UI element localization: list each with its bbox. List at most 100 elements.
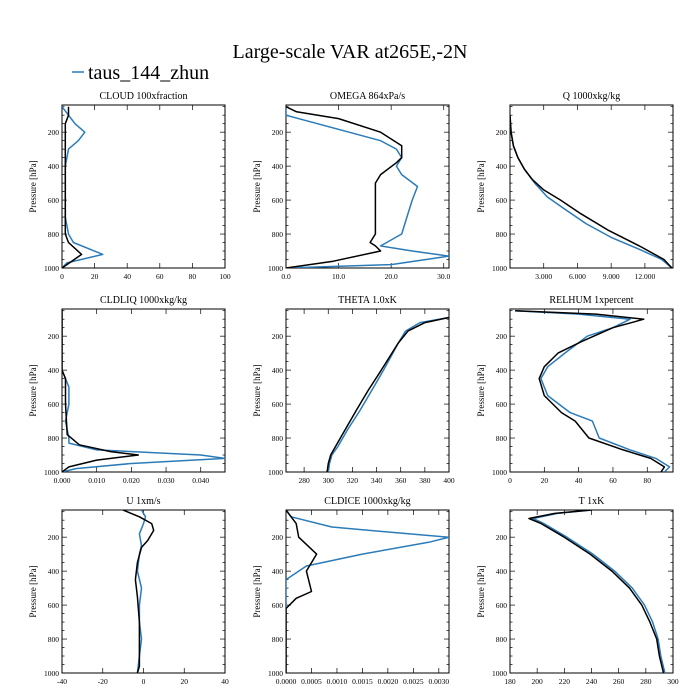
- series-line: [136, 510, 147, 673]
- x-tick-label: 280: [640, 677, 652, 686]
- plot-frame: [61, 509, 226, 674]
- panel: OMEGA 864xPa/s Pressure [hPa] 200 400 600 800…: [252, 91, 451, 281]
- y-tick-label: 600: [496, 196, 508, 205]
- panel-title: CLOUD 100xfraction: [99, 91, 187, 102]
- panel-title: CLDLIQ 1000xkg/kg: [100, 295, 187, 306]
- x-tick-label: 60: [609, 476, 617, 485]
- y-tick-label: 400: [48, 567, 60, 576]
- series-line: [515, 309, 671, 472]
- x-tick-label: 0: [142, 677, 146, 686]
- y-tick-label: 600: [48, 196, 60, 205]
- panel: THETA 1.0xK Pressure [hPa] 200 400 600 800 100…: [252, 295, 455, 485]
- series-line: [62, 106, 83, 268]
- x-tick-label: 300: [667, 677, 679, 686]
- y-tick-label: 200: [272, 332, 284, 341]
- y-tick-label: 800: [272, 434, 284, 443]
- plot-frame: [61, 308, 226, 473]
- x-tick-label: 0.000: [54, 476, 71, 485]
- y-tick-label: 800: [48, 230, 60, 239]
- y-tick-label: 400: [496, 162, 508, 171]
- x-tick-label: 9.000: [603, 272, 620, 281]
- y-tick-label: 200: [272, 533, 284, 542]
- x-tick-label: 20: [541, 476, 549, 485]
- x-tick-label: 200: [532, 677, 544, 686]
- x-tick-label: 280: [298, 476, 310, 485]
- x-tick-label: 400: [443, 476, 455, 485]
- x-tick-label: 0.0025: [403, 677, 424, 686]
- series-line: [62, 106, 104, 268]
- y-tick-label: 1000: [492, 264, 507, 273]
- y-tick-label: 800: [496, 635, 508, 644]
- plot-frame: [509, 509, 674, 674]
- x-tick-label: 0: [508, 476, 512, 485]
- y-axis-label: Pressure [hPa]: [252, 160, 262, 212]
- x-tick-label: 380: [419, 476, 431, 485]
- y-tick-label: 1000: [268, 669, 283, 678]
- series-line: [510, 115, 673, 268]
- series-line: [528, 510, 665, 673]
- x-tick-label: 60: [156, 272, 164, 281]
- y-tick-label: 200: [48, 533, 60, 542]
- panel-title: T 1xK: [579, 496, 605, 507]
- plot-frame: [509, 308, 674, 473]
- plot-frame: [285, 104, 450, 269]
- y-axis-label: Pressure [hPa]: [28, 565, 38, 617]
- panel: CLDICE 1000xkg/kg Pressure [hPa] 200 400 600…: [252, 496, 450, 686]
- y-tick-label: 600: [272, 400, 284, 409]
- y-tick-label: 1000: [268, 468, 283, 477]
- series-line: [286, 106, 449, 268]
- x-tick-label: -40: [57, 677, 67, 686]
- x-tick-label: 100: [219, 272, 231, 281]
- x-tick-label: 20.0: [385, 272, 398, 281]
- y-axis-label: Pressure [hPa]: [28, 160, 38, 212]
- y-tick-label: 600: [272, 196, 284, 205]
- x-tick-label: 0.0000: [276, 677, 297, 686]
- x-tick-label: 220: [559, 677, 571, 686]
- panel-title: OMEGA 864xPa/s: [330, 91, 405, 102]
- y-tick-label: 1000: [268, 264, 283, 273]
- x-tick-label: 20: [91, 272, 99, 281]
- x-tick-label: 340: [371, 476, 383, 485]
- legend-label: taus_144_zhun: [88, 62, 209, 84]
- x-tick-label: 3.000: [535, 272, 552, 281]
- series-line: [62, 309, 140, 472]
- y-tick-label: 800: [496, 434, 508, 443]
- y-tick-label: 400: [48, 162, 60, 171]
- x-tick-label: 260: [613, 677, 625, 686]
- x-tick-label: 180: [504, 677, 516, 686]
- y-tick-label: 1000: [44, 264, 59, 273]
- x-tick-label: 40: [575, 476, 583, 485]
- y-axis-label: Pressure [hPa]: [28, 364, 38, 416]
- y-tick-label: 600: [272, 601, 284, 610]
- y-tick-label: 800: [48, 434, 60, 443]
- y-axis-label: Pressure [hPa]: [476, 565, 486, 617]
- y-tick-label: 400: [272, 366, 284, 375]
- series-line: [286, 510, 318, 673]
- y-tick-label: 1000: [492, 468, 507, 477]
- series-line: [532, 510, 666, 673]
- y-tick-label: 400: [496, 567, 508, 576]
- x-tick-label: -20: [98, 677, 108, 686]
- panel-title: U 1xm/s: [126, 496, 160, 507]
- x-tick-label: 6.000: [569, 272, 586, 281]
- series-line: [510, 115, 673, 268]
- panel: CLOUD 100xfraction Pressure [hPa] 200 400 60…: [28, 91, 231, 281]
- y-tick-label: 200: [48, 128, 60, 137]
- y-tick-label: 200: [496, 332, 508, 341]
- x-tick-label: 240: [586, 677, 598, 686]
- panel-title: THETA 1.0xK: [338, 295, 397, 306]
- y-tick-label: 800: [272, 635, 284, 644]
- y-tick-label: 400: [48, 366, 60, 375]
- y-tick-label: 200: [496, 128, 508, 137]
- panel: CLDLIQ 1000xkg/kg Pressure [hPa] 200 400 600…: [28, 295, 226, 485]
- panel: Q 1000xkg/kg Pressure [hPa] 200 400 600 800 10…: [476, 91, 674, 281]
- x-tick-label: 40: [123, 272, 131, 281]
- x-tick-label: 10.0: [332, 272, 345, 281]
- x-tick-label: 0.010: [88, 476, 105, 485]
- legend: taus_144_zhun: [72, 62, 209, 84]
